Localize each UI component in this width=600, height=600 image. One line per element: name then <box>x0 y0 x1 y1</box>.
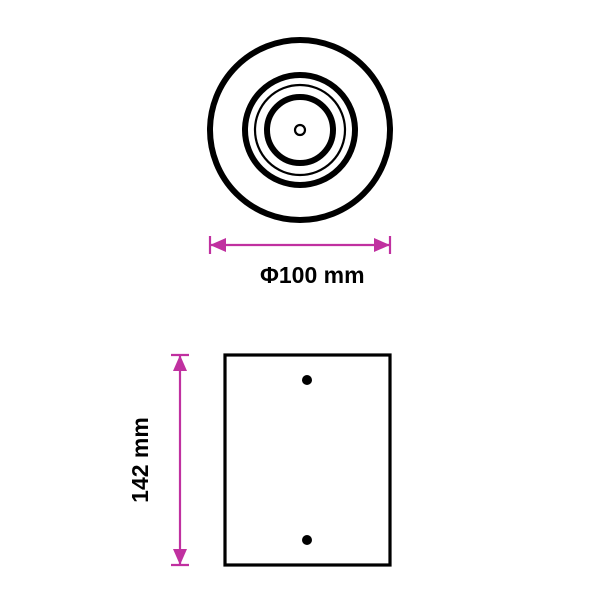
diameter-label: Φ100 mm <box>260 262 365 288</box>
height-label: 142 mm <box>127 417 153 503</box>
canvas-bg <box>0 0 600 600</box>
front-view-dot-0 <box>302 375 312 385</box>
front-view-dot-1 <box>302 535 312 545</box>
